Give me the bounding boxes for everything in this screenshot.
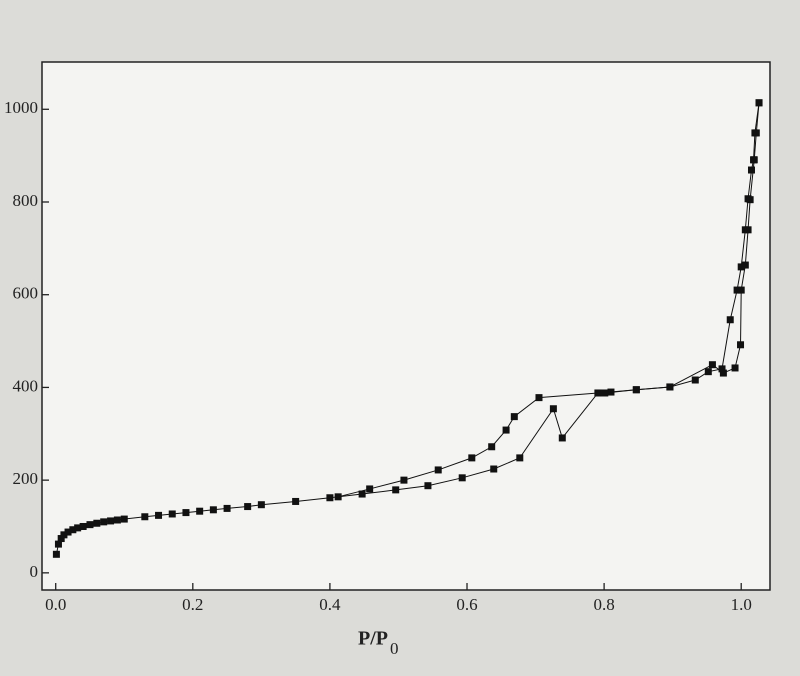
data-point (708, 361, 716, 369)
data-point (755, 99, 763, 107)
data-point (292, 497, 300, 505)
data-point (400, 476, 408, 484)
data-point (155, 511, 163, 519)
data-point (209, 506, 217, 514)
data-point (490, 465, 498, 473)
x-tick-label: 1.0 (731, 595, 752, 614)
data-point (594, 389, 602, 397)
y-tick-label: 0 (30, 562, 39, 581)
data-point (731, 364, 739, 372)
data-point (223, 504, 231, 512)
data-point (107, 517, 115, 525)
x-tick-label: 0.8 (593, 595, 614, 614)
data-point (558, 434, 566, 442)
data-point (737, 341, 745, 349)
y-tick-label: 800 (13, 191, 39, 210)
data-point (752, 129, 760, 137)
data-point (392, 486, 400, 494)
x-tick-label: 0.2 (182, 595, 203, 614)
data-point (549, 405, 557, 413)
data-point (746, 196, 754, 204)
data-point (74, 524, 82, 532)
data-point (535, 394, 543, 402)
y-tick-label: 400 (13, 376, 39, 395)
data-point (741, 261, 749, 269)
data-point (719, 369, 727, 377)
data-point (666, 383, 674, 391)
x-axis-label: P/P (358, 628, 388, 650)
data-point (737, 263, 745, 271)
data-point (704, 368, 712, 376)
data-point (54, 540, 62, 548)
y-tick-label: 1000 (4, 98, 38, 117)
data-point (358, 490, 366, 498)
data-point (326, 494, 334, 502)
x-tick-label: 0.0 (45, 595, 66, 614)
data-point (747, 166, 755, 174)
data-point (601, 389, 609, 397)
data-point (718, 365, 726, 373)
data-point (120, 515, 128, 523)
data-point (60, 531, 68, 539)
plot-frame (41, 61, 771, 591)
data-point (113, 516, 121, 524)
data-point (468, 454, 476, 462)
data-point (64, 528, 72, 536)
data-point (257, 501, 265, 509)
x-tick-label: 0.6 (456, 595, 477, 614)
data-point (86, 521, 94, 529)
data-point (182, 509, 190, 517)
data-point (733, 286, 741, 294)
data-point (516, 454, 524, 462)
data-point (79, 522, 87, 530)
y-tick-label: 600 (13, 284, 39, 303)
data-point (141, 513, 149, 521)
x-axis-label-subscript: 0 (390, 639, 399, 658)
data-point (458, 474, 466, 482)
data-point (69, 526, 77, 534)
data-point (488, 443, 496, 451)
data-point (168, 510, 176, 518)
data-point (744, 226, 752, 234)
data-point (726, 316, 734, 324)
data-point (737, 286, 745, 294)
data-point (57, 535, 65, 543)
y-tick-label: 200 (13, 469, 39, 488)
data-point (750, 156, 758, 164)
data-point (691, 376, 699, 384)
data-point (52, 550, 60, 558)
data-point (334, 493, 342, 501)
x-tick-label: 0.4 (319, 595, 341, 614)
data-point (510, 413, 518, 421)
data-point (632, 386, 640, 394)
data-point (366, 485, 374, 493)
data-point (244, 503, 252, 511)
data-point (93, 519, 101, 527)
data-point (502, 426, 510, 434)
series-line (338, 102, 760, 498)
data-point (424, 482, 432, 490)
data-point (434, 466, 442, 474)
data-point (100, 518, 108, 526)
data-point (196, 507, 204, 515)
